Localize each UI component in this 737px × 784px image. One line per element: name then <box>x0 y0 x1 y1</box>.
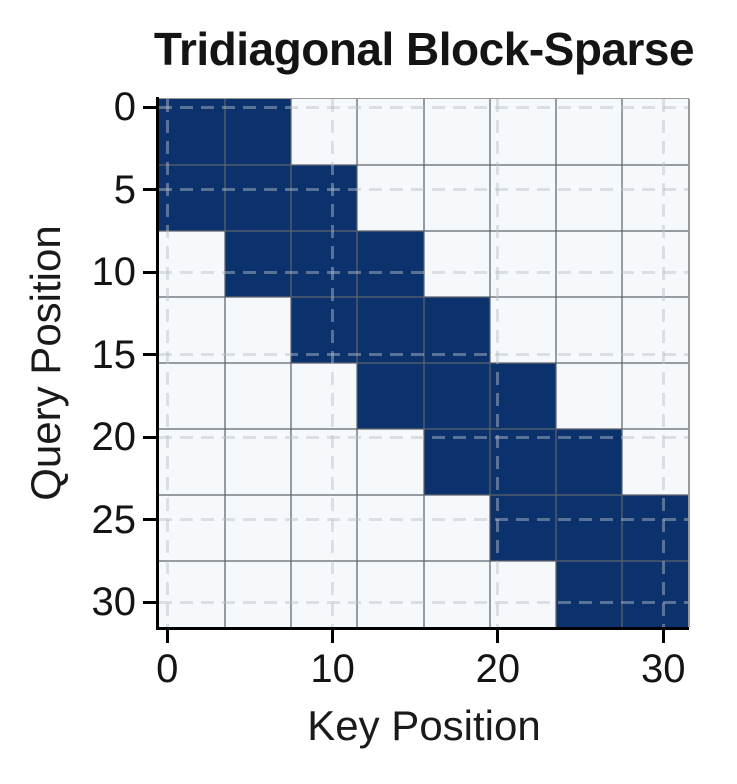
x-tick-label: 10 <box>310 647 355 691</box>
heatmap-block <box>225 165 292 231</box>
heatmap-block <box>489 429 556 495</box>
heatmap-block <box>357 363 424 429</box>
y-tick-label: 20 <box>91 415 137 460</box>
y-tick-label: 30 <box>91 580 137 625</box>
gridline-solid-horizontal <box>159 362 688 364</box>
gridline-solid-vertical <box>554 99 557 627</box>
bottom-spine <box>156 627 689 630</box>
chart-title: Tridiagonal Block-Sparse <box>153 23 695 75</box>
gridline-dashed-horizontal <box>159 188 688 192</box>
y-axis-tick <box>143 518 156 522</box>
heatmap-block <box>357 297 424 363</box>
heatmap-block <box>291 165 358 231</box>
heatmap-block <box>291 297 358 363</box>
x-axis-tick <box>496 630 500 643</box>
x-tick-label: 0 <box>156 647 179 691</box>
x-axis-tick <box>661 630 665 643</box>
y-tick-label: 5 <box>113 167 136 212</box>
y-tick-label: 0 <box>113 85 136 130</box>
x-axis-label: Key Position <box>307 702 541 749</box>
gridline-solid-horizontal <box>159 560 688 562</box>
heatmap-block <box>489 363 556 429</box>
heatmap-block <box>225 231 292 297</box>
gridline-solid-vertical <box>488 99 491 627</box>
x-axis-tick <box>331 630 335 643</box>
heatmap-block <box>159 99 226 165</box>
gridline-solid-horizontal <box>159 494 688 496</box>
gridline-dashed-horizontal <box>159 435 688 439</box>
y-axis-tick <box>143 270 156 274</box>
gridline-dashed-vertical <box>331 99 335 627</box>
left-spine <box>156 97 159 630</box>
y-axis-tick <box>143 353 156 357</box>
heatmap-block <box>555 561 622 627</box>
heatmap-block <box>621 495 688 561</box>
right-spine <box>688 99 690 627</box>
heatmap-plot-area <box>159 99 688 627</box>
heatmap-block <box>489 495 556 561</box>
heatmap-block <box>225 99 292 165</box>
gridline-solid-vertical <box>620 99 623 627</box>
top-spine <box>159 97 689 99</box>
heatmap-block <box>423 363 490 429</box>
gridline-dashed-horizontal <box>159 518 688 522</box>
y-axis-tick <box>143 600 156 604</box>
y-tick-label: 25 <box>91 497 137 542</box>
y-tick-label: 10 <box>91 250 137 295</box>
heatmap-block <box>357 231 424 297</box>
heatmap-block <box>555 429 622 495</box>
gridline-dashed-vertical <box>661 99 665 627</box>
y-axis-tick <box>143 188 156 192</box>
heatmap-block <box>159 165 226 231</box>
gridline-dashed-horizontal <box>159 270 688 274</box>
y-axis-tick <box>143 105 156 109</box>
gridline-dashed-horizontal <box>159 353 688 357</box>
x-tick-label: 20 <box>475 647 521 691</box>
gridline-dashed-horizontal <box>159 105 688 109</box>
x-axis-tick <box>165 630 169 643</box>
heatmap-block <box>423 297 490 363</box>
y-tick-label: 15 <box>91 332 137 377</box>
y-axis-tick <box>143 435 156 439</box>
gridline-solid-horizontal <box>159 428 688 430</box>
heatmap-block <box>423 429 490 495</box>
gridline-dashed-vertical <box>496 99 500 627</box>
heatmap-block <box>621 561 688 627</box>
heatmap-block <box>291 231 358 297</box>
gridline-dashed-horizontal <box>159 600 688 604</box>
heatmap-block <box>555 495 622 561</box>
gridline-dashed-vertical <box>165 99 169 627</box>
x-tick-label: 30 <box>640 647 686 691</box>
